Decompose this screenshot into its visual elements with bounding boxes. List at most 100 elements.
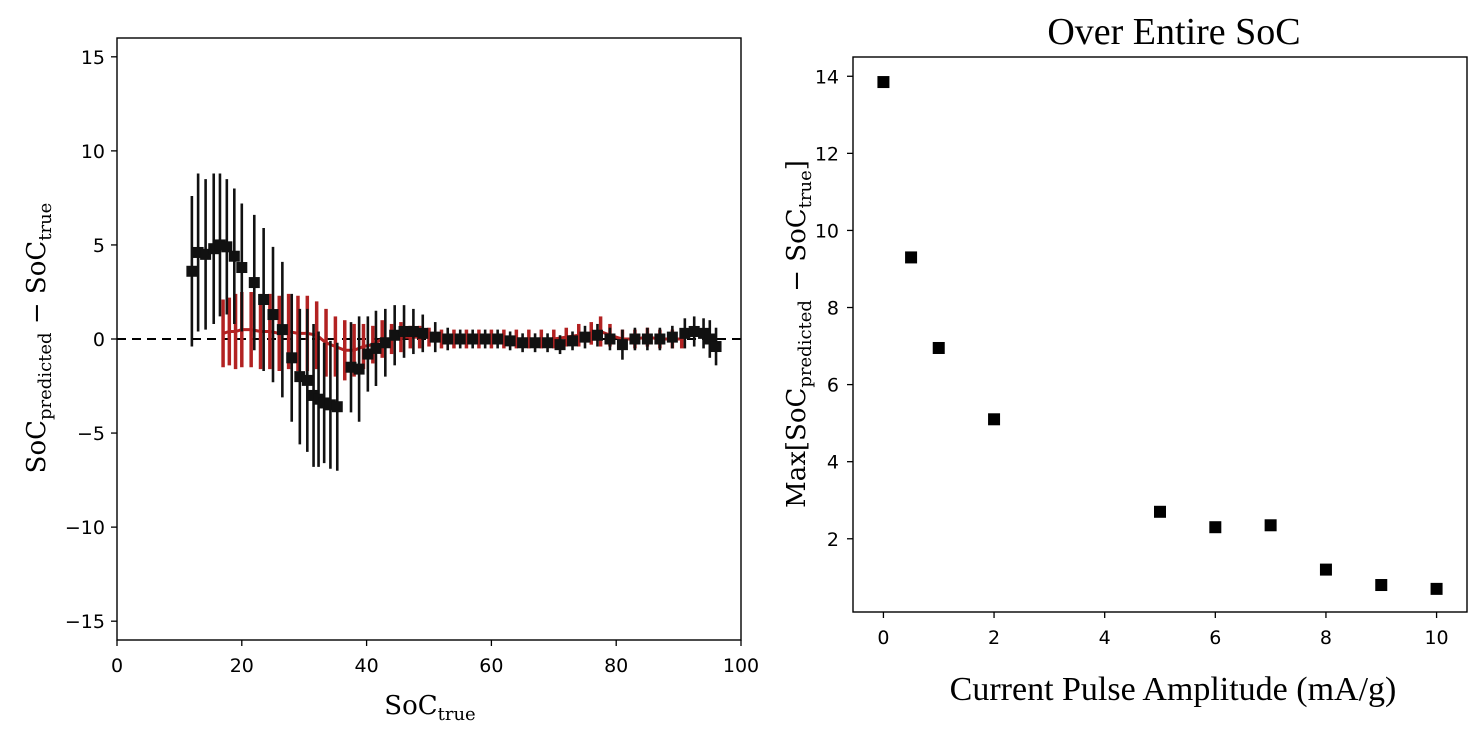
data-point bbox=[1154, 505, 1166, 518]
x-tick-label: 0 bbox=[111, 655, 123, 677]
black-point bbox=[258, 293, 270, 305]
black-point bbox=[200, 248, 212, 260]
right-chart: Over Entire SoC 0 2 4 6 8 10 14 12 10 8 6 4 2 Curre… bbox=[782, 11, 1468, 708]
data-point bbox=[877, 76, 890, 89]
black-point bbox=[370, 342, 382, 354]
right-plot-frame bbox=[852, 56, 1468, 613]
black-point bbox=[276, 324, 288, 336]
x-tick-label: 60 bbox=[479, 655, 503, 677]
y-tick-label: 2 bbox=[827, 529, 839, 551]
right-y-label-part3: − SoC bbox=[782, 208, 812, 300]
x-tick-label: 4 bbox=[1099, 627, 1111, 649]
x-tick-label: 6 bbox=[1209, 627, 1221, 649]
x-tick-label: 0 bbox=[877, 627, 889, 649]
y-tick-label: −10 bbox=[65, 517, 105, 539]
right-y-label-part1: Max[SoC bbox=[782, 388, 812, 508]
data-point bbox=[1319, 563, 1332, 576]
black-point bbox=[192, 246, 204, 258]
x-tick-label: 2 bbox=[988, 627, 1000, 649]
black-point bbox=[698, 327, 710, 339]
black-point bbox=[688, 325, 700, 337]
black-point bbox=[479, 333, 491, 345]
black-point bbox=[407, 325, 419, 337]
black-point bbox=[654, 333, 666, 345]
black-point bbox=[214, 239, 226, 251]
black-point bbox=[504, 335, 516, 347]
data-point bbox=[1375, 579, 1388, 592]
black-point bbox=[221, 241, 233, 253]
x-tick-label: 40 bbox=[355, 655, 379, 677]
y-tick-label: 4 bbox=[827, 452, 839, 474]
black-point bbox=[591, 329, 603, 341]
black-point bbox=[554, 339, 566, 351]
right-y-label-part4: true bbox=[795, 170, 816, 208]
right-y-label-part5: ] bbox=[782, 160, 812, 170]
left-y-label-part3: − SoC bbox=[22, 241, 52, 333]
black-point bbox=[267, 309, 279, 321]
black-point bbox=[294, 371, 306, 383]
black-point bbox=[492, 333, 504, 345]
y-tick-label: 14 bbox=[815, 66, 839, 88]
black-point bbox=[517, 337, 529, 349]
black-point bbox=[542, 337, 554, 349]
black-point bbox=[286, 352, 298, 364]
right-points bbox=[877, 76, 1443, 595]
x-tick-label: 8 bbox=[1320, 627, 1332, 649]
left-y-ticks: 15 10 5 0 −5 −10 −15 bbox=[65, 47, 117, 633]
y-tick-label: 8 bbox=[827, 298, 839, 320]
black-point bbox=[324, 399, 336, 411]
black-point bbox=[301, 374, 313, 386]
black-point bbox=[442, 333, 454, 345]
left-y-label-part2: predicted bbox=[35, 332, 56, 420]
data-point bbox=[932, 341, 945, 354]
y-tick-label: 6 bbox=[827, 375, 839, 397]
black-point bbox=[579, 331, 591, 343]
black-point bbox=[616, 339, 628, 351]
black-point bbox=[345, 361, 357, 373]
black-point bbox=[629, 333, 641, 345]
black-point bbox=[362, 348, 374, 360]
y-tick-label: 12 bbox=[815, 143, 839, 165]
left-x-label-main: SoC bbox=[384, 691, 437, 721]
data-point bbox=[988, 413, 1001, 426]
y-tick-label: 15 bbox=[81, 47, 105, 69]
black-point bbox=[666, 331, 678, 343]
x-tick-label: 10 bbox=[1424, 627, 1448, 649]
right-y-axis-label: Max[SoCpredicted − SoCtrue] bbox=[782, 160, 816, 508]
data-point bbox=[1430, 582, 1443, 595]
black-point bbox=[208, 243, 220, 255]
x-tick-label: 80 bbox=[604, 655, 628, 677]
data-point bbox=[1264, 519, 1277, 532]
black-point bbox=[236, 262, 248, 274]
black-point bbox=[353, 363, 365, 375]
left-y-label-part1: SoC bbox=[22, 420, 52, 473]
right-y-ticks: 14 12 10 8 6 4 2 bbox=[815, 66, 853, 551]
y-tick-label: 5 bbox=[93, 235, 105, 257]
black-point bbox=[313, 393, 325, 405]
left-x-axis-label: SoCtrue bbox=[384, 691, 475, 725]
y-tick-label: 0 bbox=[93, 329, 105, 351]
x-tick-label: 100 bbox=[723, 655, 759, 677]
black-point bbox=[604, 333, 616, 345]
x-tick-label: 20 bbox=[230, 655, 254, 677]
left-y-axis-label: SoCpredicted − SoCtrue bbox=[22, 203, 56, 474]
black-point bbox=[429, 331, 441, 343]
black-point bbox=[679, 327, 691, 339]
left-x-label-sub: true bbox=[438, 704, 476, 725]
black-point bbox=[641, 333, 653, 345]
black-point bbox=[228, 250, 240, 262]
black-point bbox=[331, 401, 343, 413]
data-point bbox=[905, 251, 918, 264]
black-point bbox=[704, 333, 716, 345]
black-point bbox=[398, 325, 410, 337]
right-x-axis-label: Current Pulse Amplitude (mA/g) bbox=[950, 671, 1397, 708]
y-tick-label: −15 bbox=[65, 611, 105, 633]
black-point bbox=[567, 335, 579, 347]
black-point bbox=[389, 329, 401, 341]
right-x-ticks: 0 2 4 6 8 10 bbox=[877, 612, 1449, 649]
left-y-label-part4: true bbox=[35, 203, 56, 241]
black-point bbox=[529, 337, 541, 349]
black-point bbox=[379, 337, 391, 349]
